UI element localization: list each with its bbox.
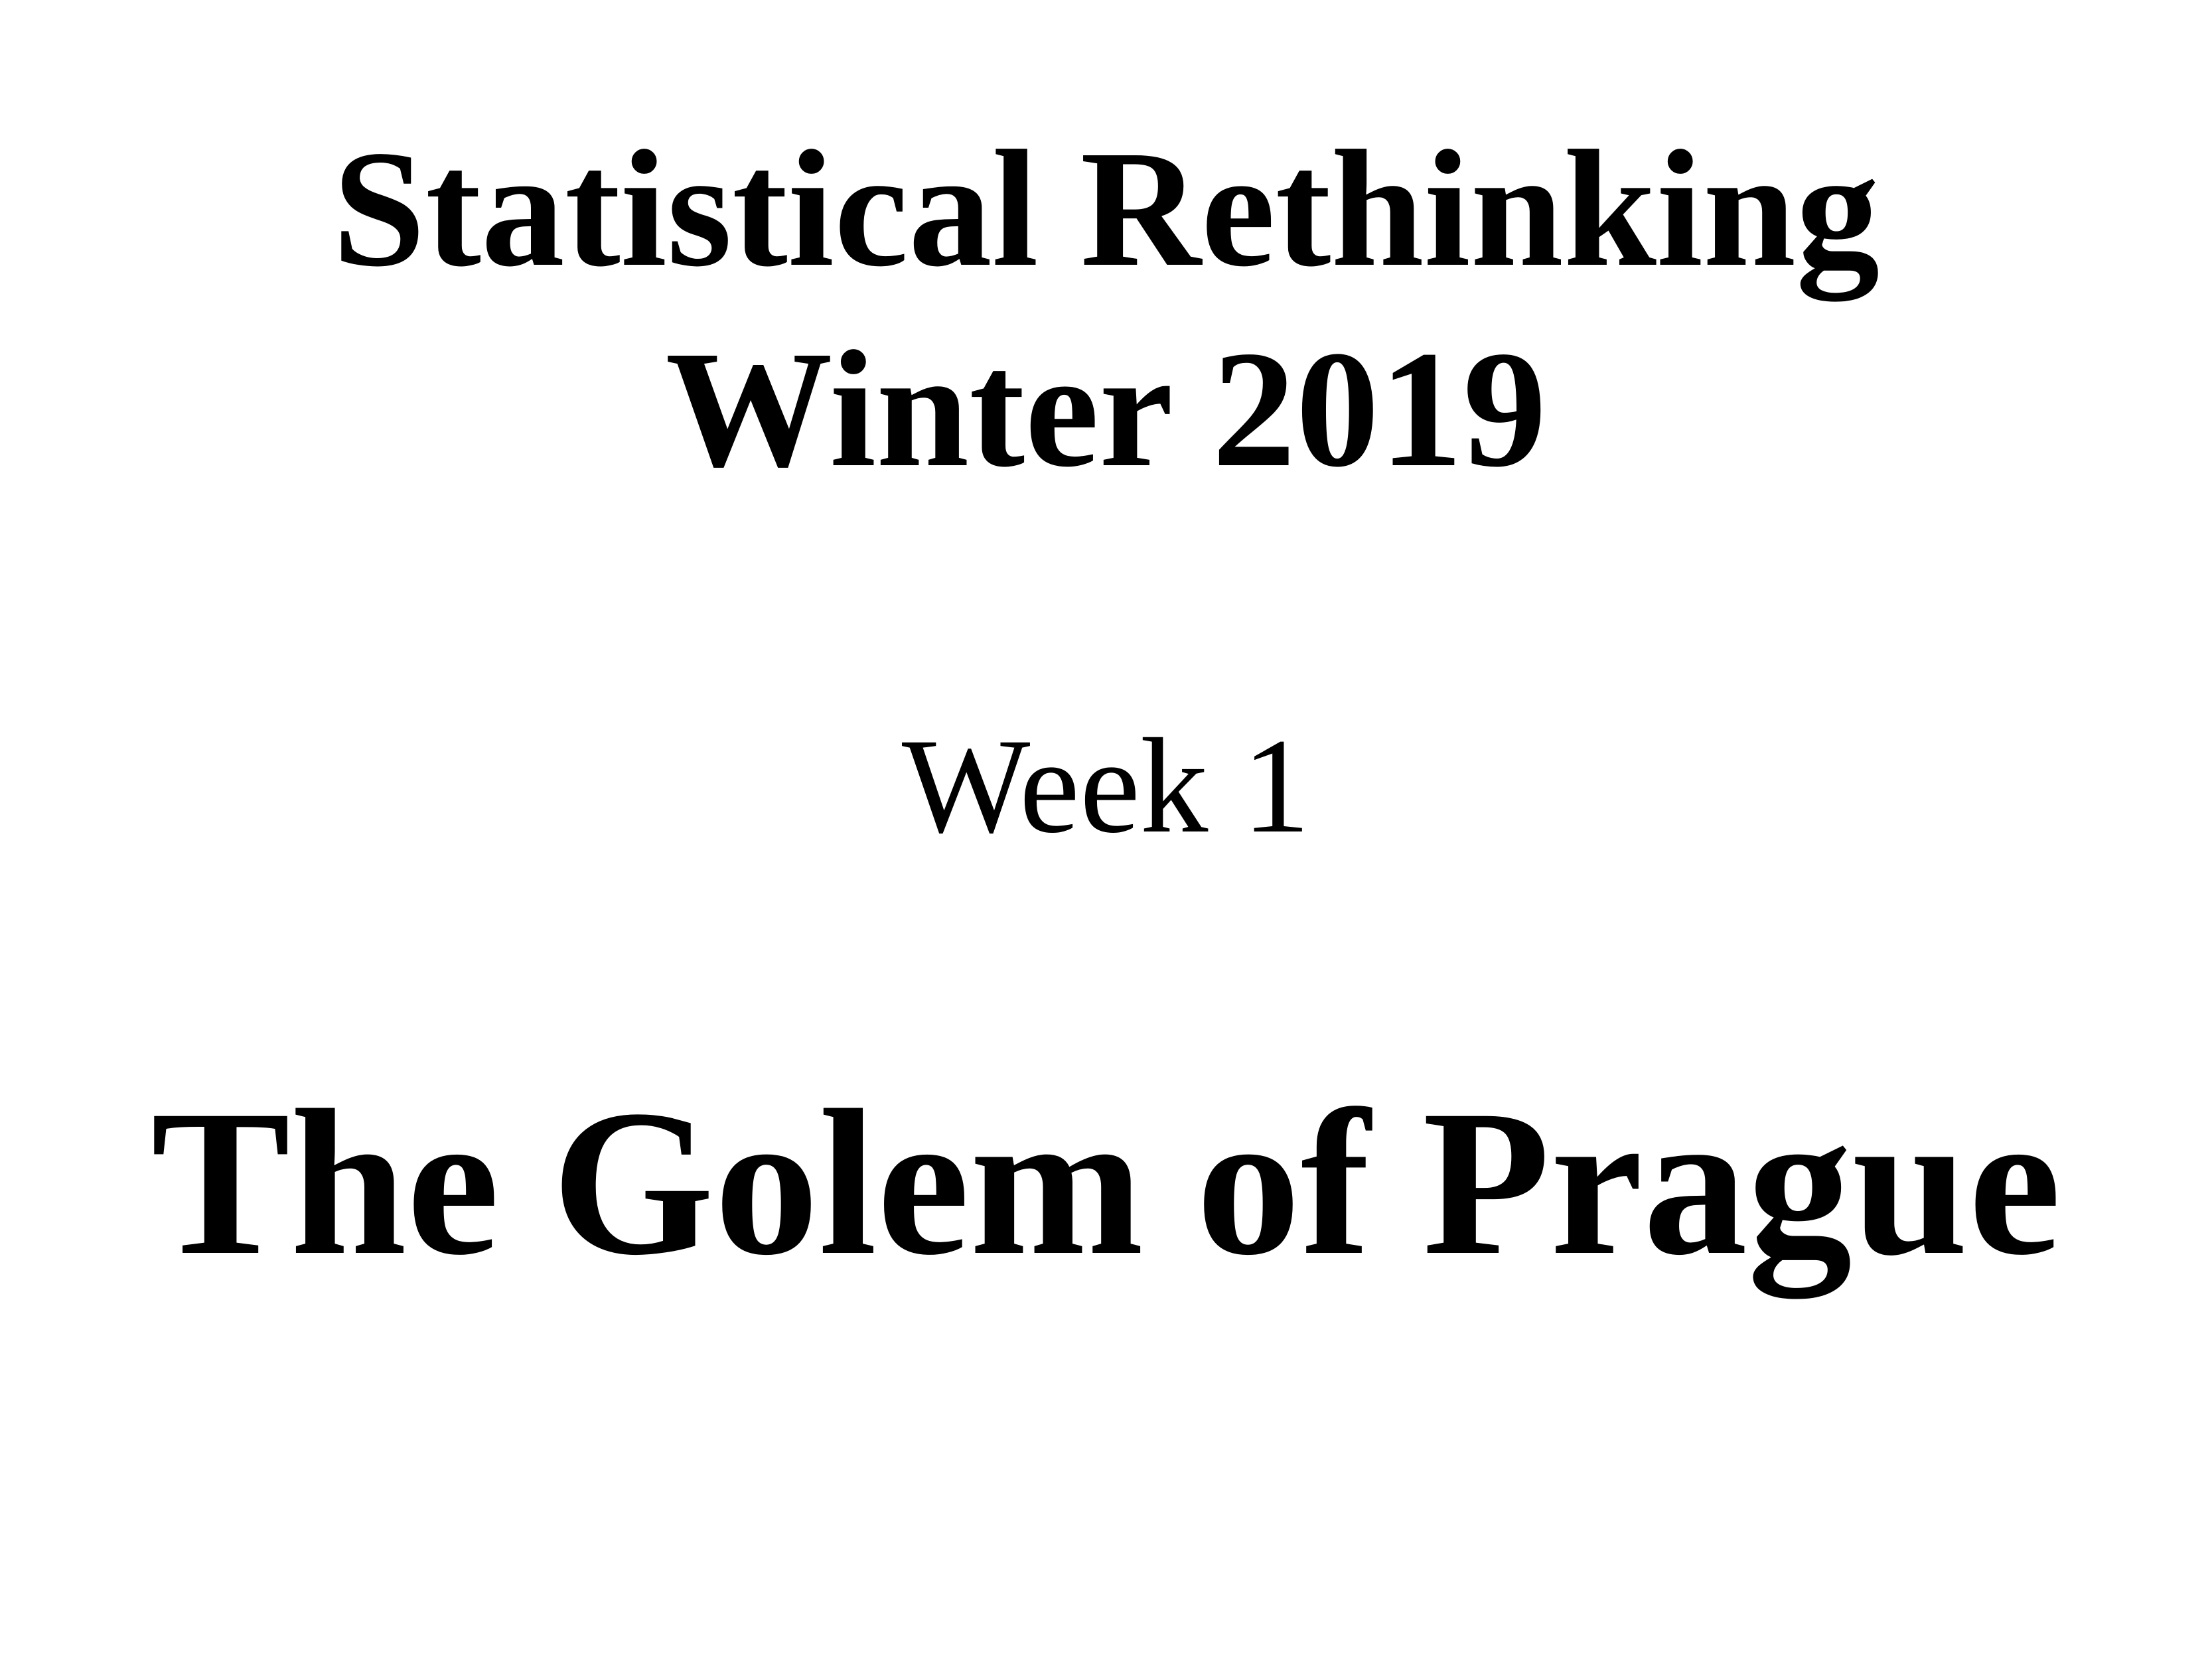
week-label: Week 1 — [901, 711, 1311, 861]
course-title: Statistical Rethinking — [332, 115, 1880, 301]
lecture-title: The Golem of Prague — [151, 1067, 2061, 1299]
course-term: Winter 2019 — [665, 316, 1547, 502]
